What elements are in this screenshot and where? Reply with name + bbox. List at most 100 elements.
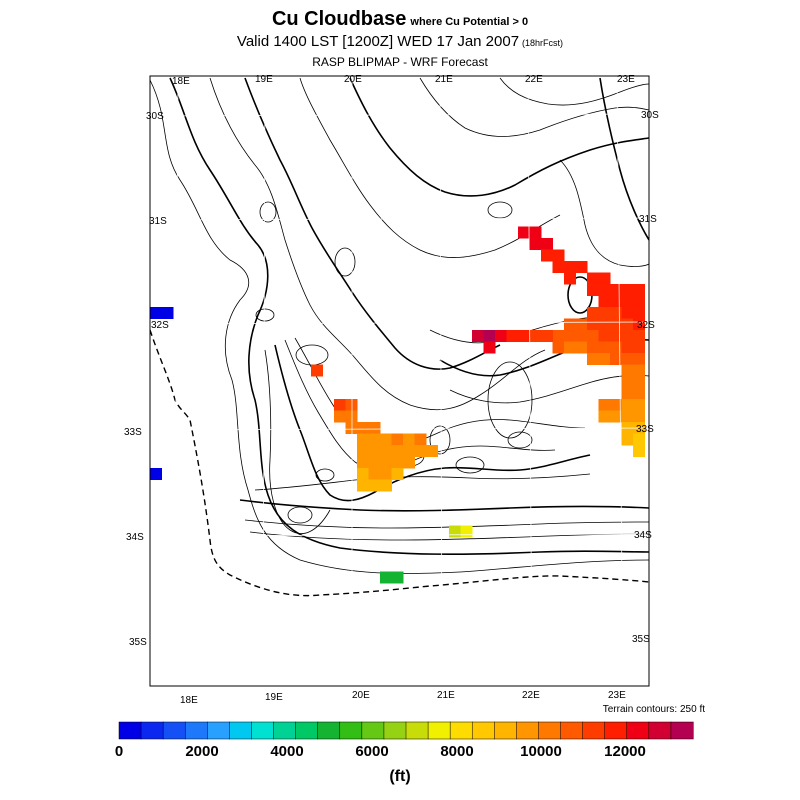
title-text: Cu Cloudbase: [271, 8, 407, 30]
longitude-line: [616, 75, 624, 687]
colorbar-swatch: [670, 721, 694, 740]
cloudbase-cell: [552, 261, 565, 273]
cloudbase-cell: [621, 330, 634, 342]
bottom-lon-label: 22E: [522, 690, 540, 701]
cloudbase-cell: [357, 433, 369, 446]
left-lat-label: 35S: [129, 637, 147, 648]
cloudbase-cell: [587, 330, 599, 342]
left-lat-label: 34S: [126, 532, 144, 543]
cloudbase-cell: [345, 399, 358, 411]
cloudbase-cell: [150, 307, 162, 319]
terrain-contour: [259, 201, 277, 223]
coastline: [150, 329, 649, 597]
cloudbase-cell: [380, 571, 392, 584]
bottom-lon-label: 19E: [265, 692, 283, 703]
left-lat-label: 33S: [124, 427, 142, 438]
colorbar-units: (ft): [389, 768, 411, 785]
cloudbase-cell: [598, 353, 611, 365]
latitude-line: [149, 113, 650, 117]
cloudbase-cell: [633, 410, 645, 423]
colorbar-swatch: [494, 721, 517, 740]
cloudbase-cell: [391, 445, 404, 457]
bottom-lon-label: 18E: [180, 695, 198, 706]
colorbar-swatch: [140, 721, 164, 740]
cloudbase-cell: [483, 330, 496, 342]
lat-lon-grid: [149, 75, 650, 687]
cloudbase-cell: [587, 284, 599, 296]
cloudbase-cell: [357, 468, 369, 480]
cloudbase-cell: [357, 445, 369, 457]
cloudbase-cell: [575, 318, 588, 331]
cloudbase-cell: [621, 410, 634, 423]
cloudbase-cell: [633, 307, 645, 319]
forecast-hour: (18hrFcst): [522, 38, 564, 48]
colorbar: [118, 721, 694, 740]
cloudbase-cell: [621, 295, 634, 308]
cloudbase-cell: [598, 295, 611, 308]
cloudbase-cell: [391, 456, 404, 469]
cloudbase-cell: [633, 284, 645, 296]
bottom-lon-label: 23E: [608, 690, 626, 701]
colorbar-swatch: [648, 721, 672, 740]
cloudbase-cell: [598, 341, 611, 354]
cloudbase-cell: [541, 249, 553, 262]
cloudbase-cell: [345, 422, 358, 434]
terrain-contour: [239, 499, 649, 512]
cloudbase-cell: [633, 445, 645, 457]
cloudbase-cell: [633, 387, 645, 400]
colorbar-label: 6000: [355, 743, 389, 760]
cloudbase-cell: [541, 330, 553, 342]
cloudbase-cells: [150, 226, 645, 584]
cloudbase-cell: [621, 387, 634, 400]
longitude-line: [439, 75, 443, 687]
colorbar-swatch: [207, 721, 230, 740]
cloudbase-cell: [610, 410, 622, 423]
colorbar-swatch: [383, 721, 407, 740]
cloudbase-cell: [391, 433, 404, 446]
cloudbase-cell: [621, 341, 634, 354]
colorbar-swatch: [582, 721, 606, 740]
cloudbase-cell: [598, 272, 611, 285]
top-lon-label: 19E: [255, 74, 273, 85]
terrain-contour: [419, 77, 649, 137]
cloudbase-cell: [472, 330, 484, 342]
cloudbase-cell: [368, 468, 381, 480]
chart-title: Cu Cloudbase where Cu Potential > 0: [0, 8, 800, 31]
colorbar-swatch: [339, 721, 363, 740]
terrain-contour: [349, 77, 649, 197]
terrain-contour: [150, 79, 649, 574]
cloudbase-cell: [357, 422, 369, 434]
cloudbase-cell: [598, 330, 611, 342]
colorbar-label: 10000: [520, 743, 562, 760]
cloudbase-cell: [311, 364, 323, 377]
cloudbase-cell: [621, 284, 634, 296]
cloudbase-cell: [633, 364, 645, 377]
cloudbase-cell: [403, 456, 415, 469]
terrain-contour: [507, 431, 533, 449]
colorbar-swatch: [295, 721, 319, 740]
colorbar-swatch: [560, 721, 584, 740]
cloudbase-cell: [598, 410, 611, 423]
cloudbase-cell: [368, 422, 381, 434]
cloudbase-cell: [529, 226, 542, 239]
top-lon-label: 21E: [435, 74, 453, 85]
colorbar-swatch: [162, 721, 186, 740]
cloudbase-cell: [621, 364, 634, 377]
cloudbase-cell: [575, 341, 588, 354]
colorbar-label: 4000: [270, 743, 304, 760]
cloudbase-cell: [552, 249, 565, 262]
right-lat-label: 30S: [641, 110, 659, 121]
top-lon-label: 22E: [525, 74, 543, 85]
colorbar-swatch: [538, 721, 562, 740]
terrain-contour: [169, 77, 649, 555]
cloudbase-cell: [380, 445, 392, 457]
colorbar-swatch: [273, 721, 297, 740]
colorbar-swatch: [361, 721, 385, 740]
colorbar-swatch: [118, 721, 142, 740]
cloudbase-cell: [380, 479, 392, 492]
colorbar-swatch: [427, 721, 451, 740]
cloudbase-cell: [564, 272, 576, 285]
cloudbase-cell: [621, 433, 634, 446]
latitude-line: [149, 533, 650, 537]
cloudbase-cell: [380, 433, 392, 446]
